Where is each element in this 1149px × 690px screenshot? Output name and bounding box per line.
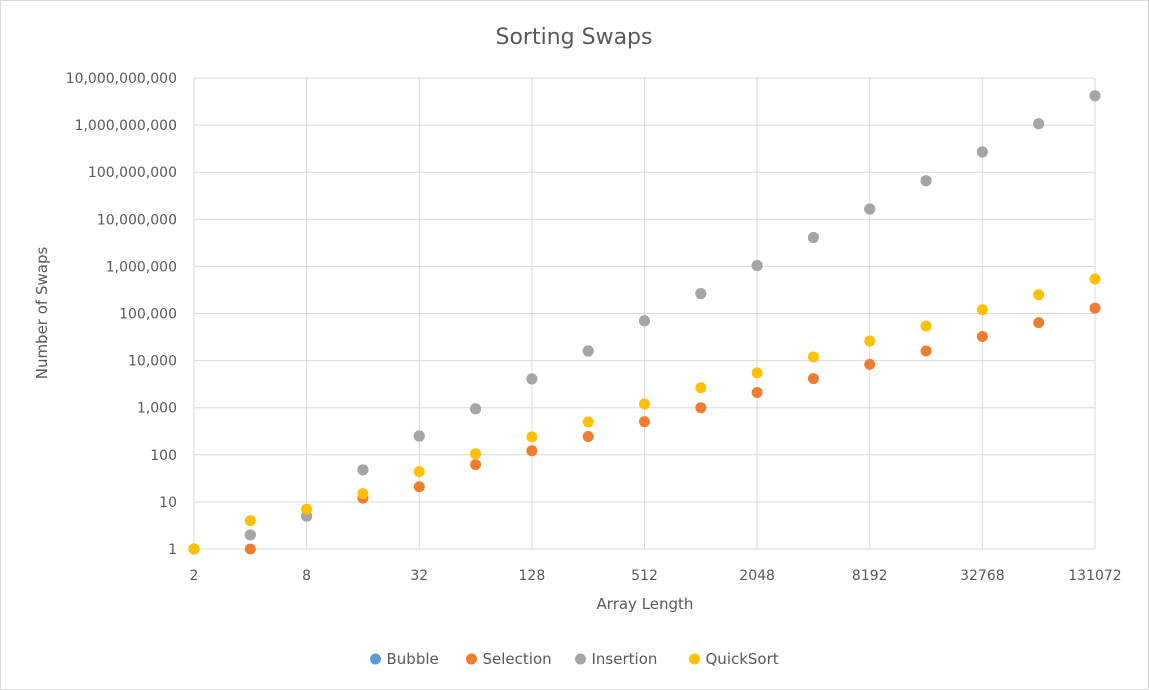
point-selection: [582, 430, 594, 442]
y-axis-title: Number of Swaps: [33, 247, 51, 380]
y-tick-label: 10: [159, 495, 177, 511]
y-tick-label: 1,000: [137, 401, 177, 417]
x-tick-label: 2048: [739, 568, 775, 584]
x-tick-label: 8: [302, 568, 311, 584]
y-tick-label: 1,000,000,000: [75, 118, 177, 134]
y-tick-label: 100: [150, 448, 177, 464]
point-quicksort: [1089, 273, 1101, 285]
y-tick-label: 10,000: [128, 354, 177, 370]
legend-marker-bubble: [370, 653, 381, 665]
point-insertion: [639, 315, 650, 327]
point-quicksort: [976, 304, 988, 316]
point-selection: [751, 387, 763, 399]
point-quicksort: [413, 466, 425, 478]
point-selection: [470, 459, 482, 471]
point-quicksort: [357, 488, 369, 500]
point-selection: [413, 481, 425, 493]
legend-label-insertion: Insertion: [592, 650, 658, 668]
x-tick-label: 128: [519, 568, 546, 584]
point-insertion: [357, 464, 369, 476]
x-tick-labels: 2 8 32 128 512 2048 8192 32768 131072: [190, 568, 1122, 584]
point-quicksort: [920, 320, 932, 332]
chart-title: Sorting Swaps: [496, 25, 653, 50]
legend-label-selection: Selection: [483, 650, 552, 668]
gridlines: [193, 77, 1096, 550]
point-insertion: [413, 430, 425, 442]
point-quicksort: [301, 503, 313, 515]
point-quicksort: [526, 431, 538, 443]
point-selection: [920, 345, 932, 357]
x-tick-label: 32: [410, 568, 428, 584]
y-tick-label: 1: [168, 542, 177, 558]
legend-marker-selection: [466, 653, 477, 665]
x-tick-label: 8192: [852, 568, 888, 584]
point-selection: [526, 445, 538, 457]
point-quicksort: [695, 382, 707, 394]
x-tick-label: 2: [190, 568, 199, 584]
point-quicksort: [244, 515, 256, 527]
point-insertion: [751, 260, 763, 272]
point-insertion: [864, 203, 876, 215]
point-quicksort: [639, 398, 650, 410]
point-selection: [807, 373, 819, 385]
point-insertion: [920, 175, 932, 187]
point-selection: [1089, 302, 1101, 314]
x-tick-label: 131072: [1068, 568, 1121, 584]
point-insertion: [244, 529, 256, 541]
point-insertion: [1033, 118, 1045, 130]
point-insertion: [695, 288, 707, 300]
legend-label-quicksort: QuickSort: [706, 650, 779, 668]
point-quicksort: [751, 367, 763, 379]
point-selection: [244, 543, 256, 555]
legend-label-bubble: Bubble: [387, 650, 439, 668]
point-selection: [639, 416, 650, 428]
point-insertion: [1089, 90, 1101, 102]
y-tick-label: 10,000,000,000: [66, 71, 177, 87]
y-tick-label: 10,000,000: [97, 212, 177, 228]
point-insertion: [976, 146, 988, 158]
point-quicksort: [807, 351, 819, 363]
point-quicksort: [582, 416, 594, 428]
x-axis-title: Array Length: [597, 595, 694, 613]
y-tick-label: 1,000,000: [106, 259, 177, 275]
point-selection: [695, 402, 707, 414]
point-selection: [976, 330, 988, 342]
point-quicksort: [470, 448, 482, 460]
point-quicksort: [188, 543, 200, 555]
point-insertion: [526, 373, 538, 385]
point-insertion: [582, 345, 594, 357]
y-tick-label: 100,000,000: [88, 165, 177, 181]
y-tick-labels: 1 10 100 1,000 10,000 100,000 1,000,000 10,000,…: [66, 71, 177, 558]
point-selection: [1033, 317, 1045, 329]
point-selection: [864, 358, 876, 370]
point-quicksort: [1033, 289, 1045, 301]
point-quicksort: [864, 335, 876, 347]
legend-marker-insertion: [575, 653, 586, 665]
x-tick-label: 32768: [960, 568, 1005, 584]
point-insertion: [470, 403, 482, 415]
legend: Bubble Selection Insertion QuickSort: [370, 650, 779, 668]
y-tick-label: 100,000: [119, 307, 177, 323]
legend-marker-quicksort: [689, 653, 700, 665]
x-tick-label: 512: [631, 568, 658, 584]
point-insertion: [807, 232, 819, 244]
data-points: [188, 90, 1101, 555]
